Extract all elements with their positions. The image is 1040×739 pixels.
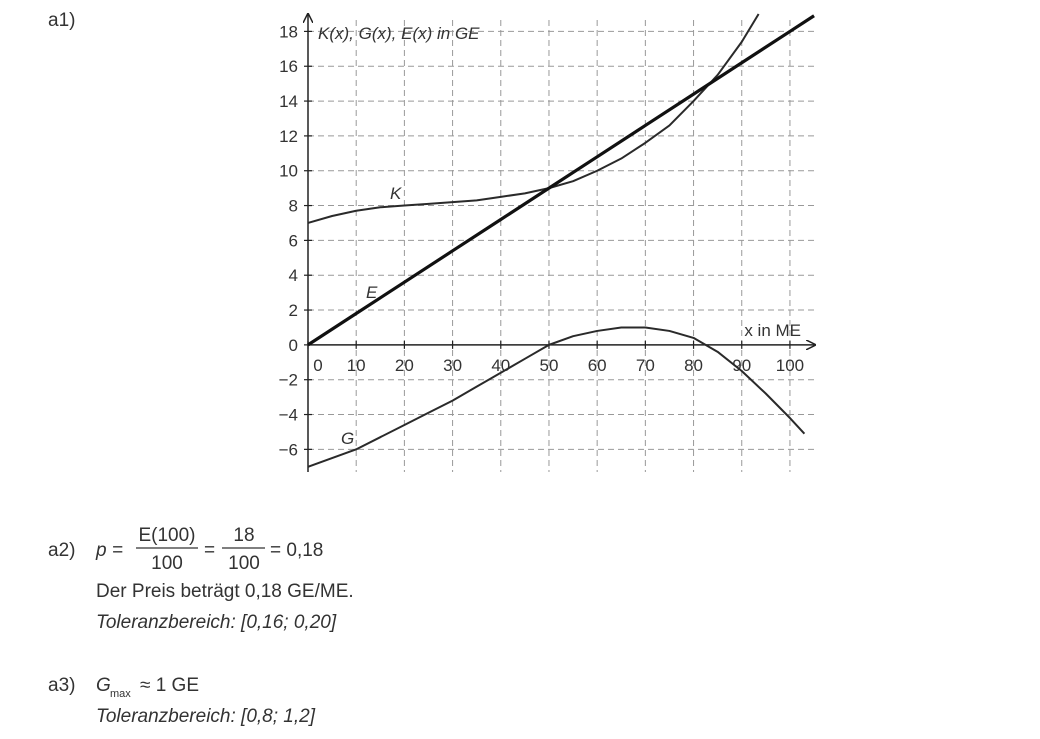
y-tick-label: 8 — [289, 197, 298, 216]
curve-label: E — [366, 283, 378, 302]
x-tick-label: 70 — [636, 356, 655, 375]
tolerance: Toleranzbereich: [0,8; 1,2] — [96, 706, 316, 727]
x-tick-label: 60 — [588, 356, 607, 375]
y-tick-label: 12 — [279, 127, 298, 146]
y-tick-label: 6 — [289, 231, 298, 250]
formula: p = — [95, 540, 123, 561]
y-tick-label: 0 — [289, 336, 298, 355]
curve-label: G — [341, 429, 354, 448]
x-tick-label: 20 — [395, 356, 414, 375]
curve — [307, 13, 760, 224]
section-label: a2) — [48, 540, 75, 561]
x-tick-label: 50 — [540, 356, 559, 375]
x-tick-label: 0 — [313, 356, 322, 375]
x-tick-label: 80 — [684, 356, 703, 375]
x-axis-label: x in ME — [744, 321, 801, 340]
y-tick-label: 16 — [279, 57, 298, 76]
numerator: 18 — [233, 525, 254, 546]
y-tick-label: 14 — [279, 92, 298, 111]
formula: = 0,18 — [270, 540, 323, 561]
denominator: 100 — [151, 553, 183, 574]
x-tick-label: 10 — [347, 356, 366, 375]
x-tick-label: 30 — [443, 356, 462, 375]
answer: Der Preis beträgt 0,18 GE/ME. — [96, 581, 354, 602]
curve — [307, 326, 806, 468]
answer: ≈ 1 GE — [140, 675, 199, 696]
y-tick-label: 10 — [279, 162, 298, 181]
y-tick-label: 4 — [289, 266, 298, 285]
y-axis-label: K(x), G(x), E(x) in GE — [318, 24, 480, 43]
subscript: max — [110, 688, 131, 700]
tolerance: Toleranzbereich: [0,16; 0,20] — [96, 612, 337, 633]
curve — [307, 14, 815, 347]
x-tick-label: 100 — [776, 356, 804, 375]
y-tick-label: −6 — [279, 440, 298, 459]
section-label: a3) — [48, 675, 75, 696]
x-tick-label: 90 — [732, 356, 751, 375]
y-tick-label: −2 — [279, 371, 298, 390]
numerator: E(100) — [138, 525, 195, 546]
symbol: G — [96, 675, 111, 696]
y-tick-label: −4 — [279, 406, 298, 425]
curve-label: K — [390, 184, 402, 203]
y-tick-label: 18 — [279, 22, 298, 41]
chart: 0 10 20 30 40 50 60 70 80 90 100−6−4−2024681012141… — [279, 14, 815, 472]
denominator: 100 — [228, 553, 260, 574]
section-label: a1) — [48, 10, 75, 31]
formula: = — [204, 540, 215, 561]
y-tick-label: 2 — [289, 301, 298, 320]
